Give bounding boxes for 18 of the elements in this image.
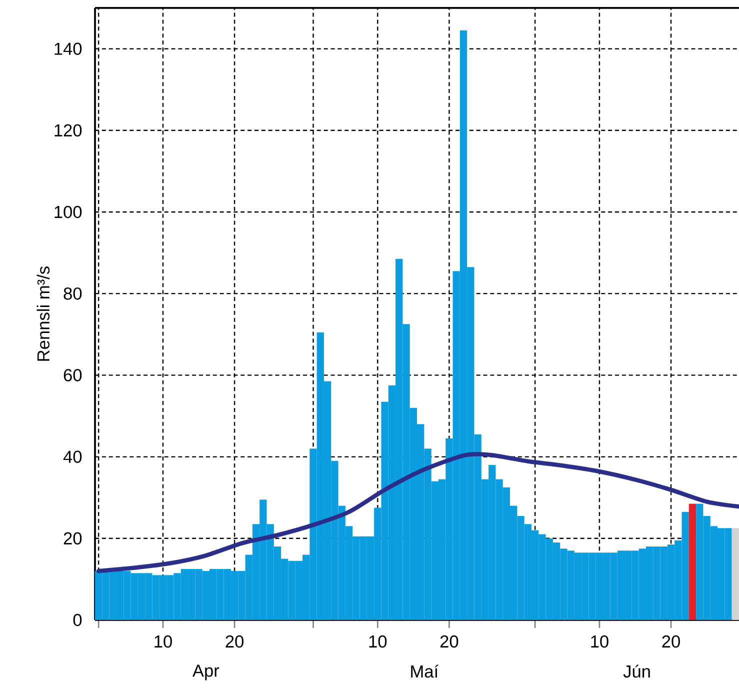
- x-tick-label: 20: [440, 635, 458, 648]
- text: Apr: [192, 664, 220, 680]
- text: Maí: [411, 664, 439, 678]
- y-tick-label: 60: [64, 369, 82, 382]
- x-tick-label: 20: [662, 635, 680, 648]
- x-tick-label: 10: [369, 635, 387, 648]
- y-tick-label: 40: [63, 450, 82, 463]
- y-tick-label: 80: [64, 287, 82, 300]
- x-tick-label: 10: [154, 635, 172, 648]
- x-tick-label: 10: [591, 635, 608, 648]
- y-tick-label: 20: [64, 532, 82, 545]
- y-tick-label: 120: [54, 124, 82, 137]
- y-tick-label: 0: [73, 614, 82, 626]
- x-tick-label: 20: [226, 635, 244, 648]
- y-tick-label: 140: [54, 42, 82, 55]
- y-tick-label: 100: [54, 206, 82, 218]
- text: Jún: [623, 664, 650, 678]
- y-axis-title: Rennsli m³/s: [36, 266, 50, 361]
